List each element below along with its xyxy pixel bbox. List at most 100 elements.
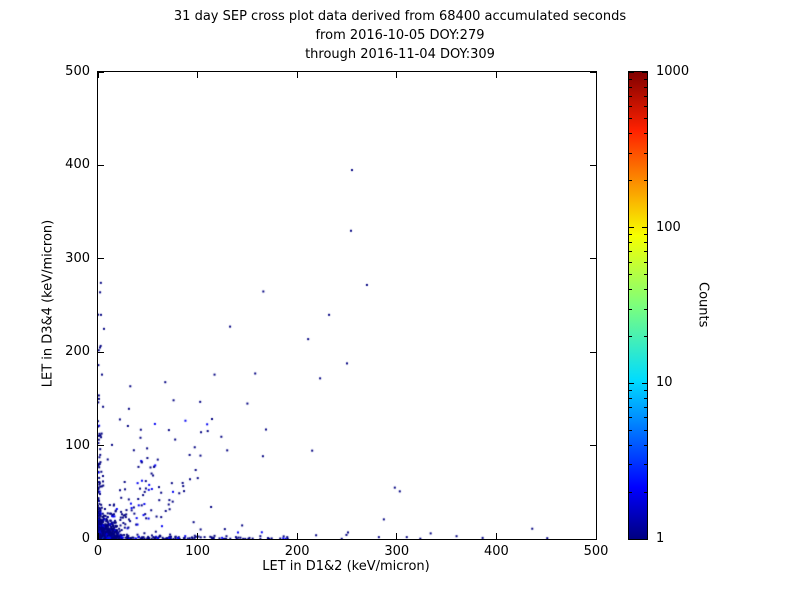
axis-tick bbox=[644, 429, 647, 431]
axis-tick bbox=[590, 72, 596, 73]
axis-tick bbox=[644, 389, 647, 391]
axis-tick bbox=[629, 444, 632, 446]
axis-tick bbox=[629, 78, 632, 80]
axis-tick bbox=[644, 133, 647, 135]
scatter-canvas bbox=[98, 72, 596, 539]
axis-tick bbox=[644, 335, 647, 337]
axis-tick bbox=[644, 261, 647, 263]
axis-tick bbox=[629, 261, 632, 263]
axis-tick bbox=[590, 164, 596, 166]
axis-tick bbox=[629, 289, 632, 291]
axis-tick bbox=[629, 308, 632, 310]
axis-tick bbox=[644, 491, 647, 493]
axis-tick bbox=[197, 72, 199, 78]
axis-tick bbox=[296, 533, 298, 539]
axis-tick bbox=[629, 464, 632, 466]
axis-tick bbox=[595, 533, 596, 539]
x-tick-label: 0 bbox=[93, 544, 103, 559]
axis-tick bbox=[629, 406, 632, 408]
axis-tick bbox=[495, 533, 497, 539]
axis-tick bbox=[629, 417, 632, 419]
axis-tick bbox=[98, 538, 104, 539]
axis-tick bbox=[644, 95, 647, 97]
axis-tick bbox=[98, 258, 104, 260]
axis-tick bbox=[644, 464, 647, 466]
axis-tick bbox=[629, 242, 632, 244]
axis-tick bbox=[629, 397, 632, 399]
x-tick-label: 500 bbox=[583, 544, 609, 559]
title-line-3: through 2016-11-04 DOY:309 bbox=[305, 47, 495, 62]
axis-tick bbox=[595, 72, 596, 78]
axis-tick bbox=[629, 335, 632, 337]
axis-tick bbox=[98, 164, 104, 166]
x-axis-label: LET in D1&2 (keV/micron) bbox=[262, 559, 430, 574]
axis-tick bbox=[644, 180, 647, 182]
axis-tick bbox=[644, 406, 647, 408]
axis-tick bbox=[642, 382, 647, 384]
axis-tick bbox=[644, 417, 647, 419]
axis-tick bbox=[629, 382, 634, 384]
axis-tick bbox=[629, 251, 632, 253]
x-tick-label: 100 bbox=[185, 544, 210, 559]
axis-tick bbox=[629, 274, 632, 276]
axis-tick bbox=[644, 289, 647, 291]
axis-tick bbox=[642, 72, 647, 73]
y-tick-label: 500 bbox=[65, 64, 90, 79]
axis-tick bbox=[644, 444, 647, 446]
y-tick-label: 0 bbox=[81, 531, 90, 546]
axis-tick bbox=[629, 234, 632, 236]
axis-tick bbox=[644, 106, 647, 108]
axis-tick bbox=[629, 227, 634, 229]
x-tick-label: 200 bbox=[284, 544, 310, 559]
axis-tick bbox=[98, 445, 104, 447]
axis-tick bbox=[644, 274, 647, 276]
colorbar bbox=[628, 71, 648, 540]
y-tick-label: 400 bbox=[65, 157, 90, 173]
axis-tick bbox=[396, 72, 398, 78]
axis-tick bbox=[629, 133, 632, 135]
axis-tick bbox=[197, 533, 199, 539]
axis-tick bbox=[629, 152, 632, 154]
plot-area bbox=[97, 71, 597, 540]
axis-tick bbox=[644, 86, 647, 88]
axis-tick bbox=[644, 308, 647, 310]
title-line-1: 31 day SEP cross plot data derived from … bbox=[173, 9, 627, 24]
axis-tick bbox=[629, 86, 632, 88]
axis-tick bbox=[629, 180, 632, 182]
axis-tick bbox=[590, 445, 596, 447]
x-tick-label: 400 bbox=[483, 544, 509, 559]
axis-tick bbox=[590, 351, 596, 353]
axis-tick bbox=[629, 106, 632, 108]
axis-tick bbox=[644, 242, 647, 244]
axis-tick bbox=[644, 397, 647, 399]
axis-tick bbox=[629, 118, 632, 120]
axis-tick bbox=[642, 538, 647, 539]
axis-tick bbox=[629, 538, 634, 539]
axis-tick bbox=[644, 78, 647, 80]
axis-tick bbox=[296, 72, 298, 78]
axis-tick bbox=[495, 72, 497, 78]
y-tick-label: 100 bbox=[65, 437, 90, 453]
axis-tick bbox=[644, 251, 647, 253]
colorbar-tick-label: 100 bbox=[656, 219, 681, 235]
axis-tick bbox=[98, 533, 99, 539]
axis-tick bbox=[642, 227, 647, 229]
axis-tick bbox=[590, 538, 596, 539]
colorbar-label: Counts bbox=[695, 281, 711, 328]
axis-tick bbox=[98, 72, 104, 73]
y-tick-label: 200 bbox=[65, 344, 90, 360]
axis-tick bbox=[98, 351, 104, 353]
y-tick-label: 300 bbox=[65, 250, 90, 266]
axis-tick bbox=[629, 72, 634, 73]
title-line-2: from 2016-10-05 DOY:279 bbox=[315, 28, 485, 43]
colorbar-tick-label: 1 bbox=[656, 531, 665, 546]
x-tick-label: 300 bbox=[384, 544, 410, 559]
colorbar-tick-label: 1000 bbox=[656, 64, 690, 79]
plot-title-block: 31 day SEP cross plot data derived from … bbox=[0, 7, 800, 64]
axis-tick bbox=[629, 491, 632, 493]
colorbar-tick-label: 10 bbox=[656, 375, 673, 391]
axis-tick bbox=[396, 533, 398, 539]
axis-tick bbox=[644, 234, 647, 236]
axis-tick bbox=[98, 72, 99, 78]
